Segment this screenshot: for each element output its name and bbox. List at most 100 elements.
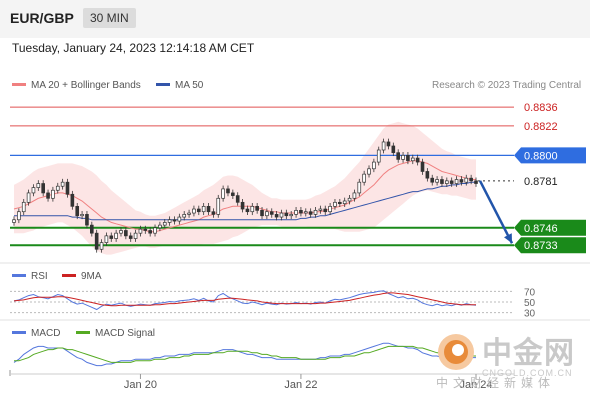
level-label-0.8800: 0.8800	[524, 150, 558, 162]
candle-body	[216, 197, 221, 215]
candle	[425, 168, 430, 182]
candle-body	[362, 173, 366, 183]
candle	[182, 211, 187, 221]
candle	[187, 209, 191, 218]
candle-body	[31, 187, 36, 194]
candle-body	[323, 208, 328, 213]
x-tick-label: Jan 20	[124, 379, 157, 391]
candle	[31, 184, 36, 197]
candle	[85, 211, 89, 229]
candle-body	[143, 228, 148, 231]
candle	[226, 185, 230, 197]
candle	[284, 209, 289, 220]
candle	[420, 158, 425, 175]
candle	[260, 207, 264, 220]
candle	[143, 225, 148, 234]
candle-body	[226, 188, 230, 194]
candle-body	[26, 192, 31, 203]
candle	[289, 211, 294, 220]
candle-body	[114, 232, 118, 239]
candle	[449, 177, 454, 187]
candle-body	[357, 181, 362, 194]
candle-body	[313, 210, 318, 215]
candle-body	[459, 179, 464, 183]
candle	[342, 197, 347, 208]
candle-body	[318, 208, 323, 211]
candle	[133, 229, 138, 242]
candle	[313, 207, 318, 218]
candle-body	[255, 205, 259, 211]
candle	[338, 198, 342, 208]
candle-body	[187, 212, 191, 215]
legend-rsi-ma: 9MA	[62, 271, 102, 282]
candle-body	[454, 179, 459, 184]
candle-body	[94, 232, 99, 250]
candle-body	[182, 214, 187, 218]
legend-macd: MACD	[12, 328, 60, 339]
ma20-line	[13, 160, 476, 233]
candle	[352, 189, 357, 202]
candle-body	[299, 210, 303, 214]
candle	[109, 232, 114, 242]
candle-body	[440, 179, 444, 184]
candle-body	[269, 211, 274, 215]
candle	[196, 205, 201, 216]
level-tag-0.8733	[514, 237, 586, 254]
candle-body	[51, 189, 55, 199]
candle-body	[260, 210, 264, 217]
candle-body	[406, 155, 410, 162]
legend-ma20-label: MA 20 + Bollinger Bands	[31, 80, 141, 91]
candle-body	[391, 145, 396, 154]
candle-body	[46, 192, 50, 199]
candle-body	[90, 224, 94, 234]
candle-body	[158, 224, 162, 229]
candle-body	[279, 212, 284, 218]
candle-body	[201, 205, 206, 213]
forecast-arrowhead	[504, 233, 512, 244]
candle	[347, 194, 352, 205]
candle	[459, 176, 464, 186]
candle	[46, 189, 50, 202]
timeframe-button[interactable]: 30 MIN	[83, 8, 136, 28]
candle-body	[415, 157, 420, 163]
candle-body	[410, 157, 415, 162]
candle-body	[162, 222, 167, 226]
datetime-label: Tuesday, January 24, 2023 12:14:18 AM CE…	[12, 41, 255, 55]
candle	[274, 211, 279, 221]
candle-body	[338, 201, 342, 205]
candle	[406, 152, 410, 165]
candle-body	[177, 216, 182, 222]
candle	[440, 176, 444, 187]
candle-body	[367, 168, 371, 175]
candle-body	[435, 179, 439, 183]
candle	[17, 208, 21, 224]
candle-body	[347, 197, 352, 202]
candle	[445, 177, 449, 187]
legend-macd-signal-swatch	[76, 330, 90, 334]
candle	[99, 239, 104, 253]
candle-body	[294, 210, 298, 215]
candle	[367, 165, 371, 178]
watermark-logo-icon	[438, 334, 474, 370]
candle-body	[328, 205, 332, 213]
candle	[211, 208, 216, 218]
candle	[250, 202, 255, 216]
level-tag-0.8781	[514, 172, 586, 189]
rsi-tick-50: 50	[524, 298, 536, 309]
candle	[90, 221, 94, 237]
candle	[469, 174, 473, 185]
legend-ma50-swatch	[156, 82, 170, 86]
candle-body	[401, 155, 405, 160]
candle	[12, 216, 16, 226]
candle-body	[425, 171, 430, 179]
candle-body	[474, 180, 478, 184]
candle-body	[21, 201, 26, 213]
level-label-0.8746: 0.8746	[524, 223, 558, 235]
candle-body	[138, 228, 143, 234]
candle	[114, 229, 118, 242]
candle	[372, 158, 376, 173]
level-tag-0.8800	[514, 147, 586, 164]
candle	[60, 178, 65, 190]
candle	[308, 208, 313, 218]
candle	[430, 174, 435, 186]
